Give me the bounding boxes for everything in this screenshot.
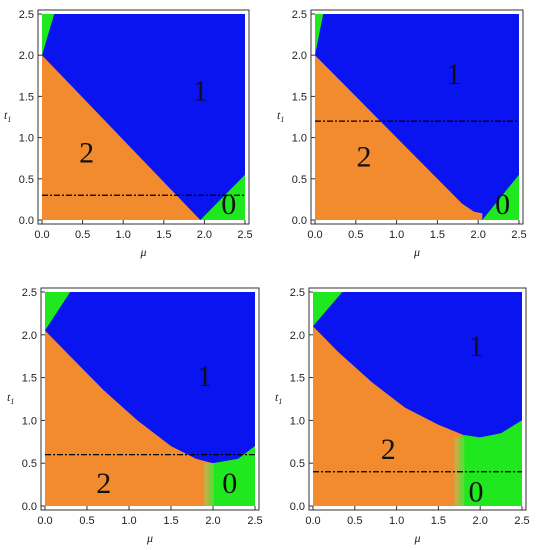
region-phase-0-bottom-right [482, 174, 519, 220]
region-label-1: 1 [469, 330, 484, 363]
x-tick-label: 2.5 [247, 515, 262, 527]
x-tick-label: 1.5 [156, 229, 171, 241]
y-tick-label: 0.0 [292, 215, 307, 227]
x-tick-label: 1.5 [431, 515, 446, 527]
y-axis-label: t1 [4, 108, 11, 124]
y-tick-label: 2.0 [19, 50, 34, 62]
y-tick-label: 1.0 [22, 415, 37, 427]
y-tick-label: 1.0 [292, 133, 307, 145]
y-tick-label: 2.0 [290, 330, 305, 342]
y-tick-label: 1.0 [19, 133, 34, 145]
y-tick-label: 0.5 [22, 458, 37, 470]
x-tick-label: 2.0 [197, 229, 212, 241]
y-tick-label: 2.5 [22, 287, 37, 299]
y-axis-label-subscript: 1 [10, 397, 14, 406]
x-axis-label: μ [139, 245, 146, 259]
region-label-2: 2 [356, 140, 371, 173]
region-label-2: 2 [79, 136, 94, 169]
x-tick-label: 2.5 [511, 229, 526, 241]
region-phase-0-top-left [42, 14, 55, 56]
y-axis-label: t1 [7, 390, 14, 406]
x-tick-label: 2.0 [471, 229, 486, 241]
y-axis-label: t1 [275, 390, 282, 406]
phase-panel-3: 0.0 0.5 1.0 1.5 2.0 2.5 0.0 0.5 1.0 1.5 2.0 2.5 μ t1 2… [7, 287, 263, 545]
x-tick-label: 1.0 [389, 515, 404, 527]
panel-frame [40, 287, 260, 511]
fuzzy-transition-strip [203, 463, 214, 506]
x-tick-label: 0.5 [75, 229, 90, 241]
x-tick-label: 2.5 [514, 515, 529, 527]
region-phase-0-top-left [315, 14, 324, 56]
x-tick-label: 1.5 [430, 229, 445, 241]
x-tick-label: 1.0 [116, 229, 131, 241]
y-tick-label: 1.5 [19, 91, 34, 103]
x-tick-label: 0.5 [348, 229, 363, 241]
y-tick-label: 2.5 [292, 9, 307, 21]
x-axis-label: μ [413, 531, 420, 545]
region-phase-2 [42, 55, 201, 220]
y-tick-label: 2.0 [292, 50, 307, 62]
x-tick-label: 2.0 [205, 515, 220, 527]
region-label-0: 0 [495, 188, 510, 221]
y-tick-label: 2.5 [290, 287, 305, 299]
x-tick-label: 0.0 [305, 515, 320, 527]
y-tick-label: 1.0 [290, 415, 305, 427]
x-axis-label: μ [146, 531, 153, 545]
region-label-1: 1 [193, 75, 208, 108]
region-label-2: 2 [381, 433, 396, 466]
plot-area [42, 14, 245, 220]
region-phase-0-bottom-right [208, 446, 255, 506]
y-tick-label: 2.5 [19, 9, 34, 21]
y-tick-label: 0.0 [290, 501, 305, 513]
x-tick-label: 0.5 [79, 515, 94, 527]
y-axis-label-subscript: 1 [280, 115, 284, 124]
x-tick-label: 2.0 [473, 515, 488, 527]
y-tick-label: 0.5 [19, 174, 34, 186]
y-tick-label: 1.5 [292, 91, 307, 103]
x-tick-label: 0.0 [34, 229, 49, 241]
region-label-2: 2 [96, 467, 111, 500]
y-tick-label: 0.5 [292, 174, 307, 186]
phase-panel-2: 0.0 0.5 1.0 1.5 2.0 2.5 0.0 0.5 1.0 1.5 2.0 2.5 μ t1 2… [277, 9, 527, 259]
x-tick-label: 1.0 [121, 515, 136, 527]
y-tick-label: 0.0 [22, 501, 37, 513]
panel-frame [37, 9, 250, 225]
region-phase-0-top-left [45, 292, 71, 331]
y-tick-label: 0.5 [290, 458, 305, 470]
y-axis-label-subscript: 1 [278, 397, 282, 406]
panel-frame [310, 9, 524, 225]
x-tick-label: 2.5 [237, 229, 252, 241]
panel-frame [308, 287, 527, 511]
x-tick-label: 0.0 [307, 229, 322, 241]
y-tick-label: 0.0 [19, 215, 34, 227]
region-label-0: 0 [222, 467, 237, 500]
region-phase-2 [315, 55, 483, 220]
y-axis-label-subscript: 1 [7, 115, 11, 124]
x-tick-label: 1.0 [389, 229, 404, 241]
phase-panel-4: 0.0 0.5 1.0 1.5 2.0 2.5 0.0 0.5 1.0 1.5 2.0 2.5 μ t1 2… [275, 287, 530, 545]
region-phase-0-top-left [313, 292, 343, 327]
x-tick-label: 0.0 [37, 515, 52, 527]
y-tick-label: 1.5 [290, 373, 305, 385]
phase-panel-1: 0.0 0.5 1.0 1.5 2.0 2.5 0.0 0.5 1.0 1.5 2.0 2.5 μ t1 2… [4, 9, 253, 259]
plot-area [315, 14, 519, 220]
y-tick-label: 1.5 [22, 373, 37, 385]
region-label-1: 1 [197, 360, 212, 393]
region-phase-2 [45, 330, 255, 506]
region-label-0: 0 [469, 476, 484, 509]
y-tick-label: 2.0 [22, 330, 37, 342]
plot-area [45, 292, 255, 506]
region-phase-0-bottom-right [200, 174, 245, 220]
x-tick-label: 0.5 [347, 515, 362, 527]
y-axis-label: t1 [277, 108, 284, 124]
plot-area [313, 292, 522, 506]
x-tick-label: 1.5 [163, 515, 178, 527]
region-label-0: 0 [221, 188, 236, 221]
region-label-1: 1 [446, 58, 461, 91]
x-axis-label: μ [413, 245, 420, 259]
region-phase-0-bottom-right [459, 420, 522, 506]
